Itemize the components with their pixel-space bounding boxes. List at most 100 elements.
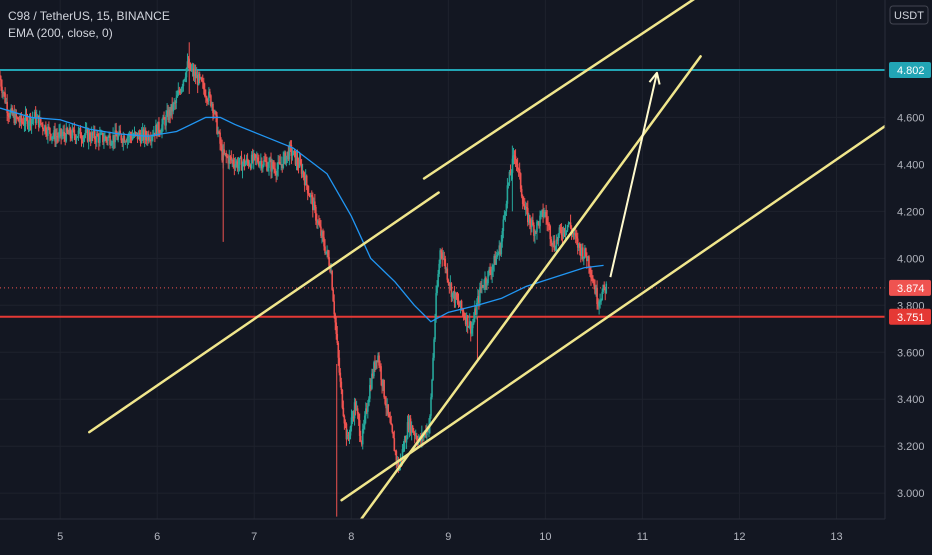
candle-body (138, 133, 141, 137)
candle-body (387, 404, 390, 414)
candle-body (469, 321, 472, 334)
candle-body (563, 228, 566, 234)
candle-body (284, 152, 287, 164)
candle-body (170, 104, 172, 116)
candle-body (298, 159, 301, 168)
candle-body (237, 164, 240, 169)
candle-body (182, 80, 185, 87)
candle-body (272, 161, 274, 168)
candle-body (603, 284, 606, 288)
candle-body (69, 128, 72, 137)
candle-body (228, 156, 231, 164)
candle-body (102, 132, 104, 143)
candle-body (531, 220, 533, 228)
candle-body (429, 415, 431, 426)
candle-body (172, 103, 175, 112)
candle-body (23, 124, 26, 126)
candle-body (217, 131, 219, 134)
symbol-title[interactable]: C98 / TetherUS, 15, BINANCE (8, 9, 170, 23)
candle-body (296, 156, 299, 165)
candle-body (64, 136, 67, 142)
candle-body (588, 256, 590, 268)
candle-body (256, 157, 259, 162)
candle-body (264, 160, 266, 162)
candle-body (413, 432, 416, 436)
candle-body (447, 279, 450, 283)
candle-body (560, 229, 563, 235)
candle-body (243, 159, 246, 166)
candle-body (218, 131, 220, 133)
candle-body (247, 161, 250, 166)
candle-body (441, 252, 444, 259)
candle-body (324, 246, 326, 254)
candle-body (410, 425, 413, 434)
currency-badge-label: USDT (894, 10, 924, 22)
candle-body (157, 121, 159, 137)
candle-body (312, 196, 314, 211)
candle-body (461, 309, 464, 312)
candle-body (277, 161, 279, 170)
candle-body (125, 141, 128, 143)
candle-body (45, 125, 47, 134)
candle-body (303, 176, 306, 186)
candle-body (70, 136, 73, 139)
candle-body (596, 287, 598, 305)
candle-body (549, 226, 552, 240)
candle-body (308, 194, 311, 198)
candle-body (5, 101, 7, 103)
candle-body (171, 104, 173, 112)
candle-body (37, 115, 40, 128)
candle-body (159, 132, 161, 134)
candle-body (465, 315, 468, 325)
candle-body (391, 425, 394, 433)
candle-body (573, 233, 576, 235)
candle-body (137, 133, 140, 140)
candle-body (289, 144, 292, 146)
candle-body (439, 250, 441, 264)
candle-body (515, 160, 518, 164)
candle-body (551, 242, 554, 246)
candle-body (114, 130, 116, 143)
candle-body (223, 149, 225, 154)
candle-body (291, 155, 294, 157)
candle-body (26, 116, 29, 127)
candle-body (107, 137, 109, 141)
candle-body (268, 161, 270, 168)
candle-body (459, 300, 462, 307)
candle-body (105, 136, 107, 139)
candle-body (73, 129, 76, 136)
candle-body (197, 73, 200, 86)
candle-body (233, 164, 236, 168)
candle-body (67, 132, 70, 135)
candle-body (550, 239, 553, 243)
x-tick-label: 7 (251, 531, 257, 543)
candle-body (334, 314, 337, 323)
candle-body (142, 129, 145, 141)
candle-body (166, 110, 168, 116)
candle-body (575, 236, 578, 239)
candle-body (31, 118, 34, 120)
candle-body (348, 435, 351, 437)
candle-body (261, 160, 263, 169)
candle-body (337, 342, 340, 358)
candle-body (181, 86, 184, 89)
candle-body (386, 404, 388, 409)
candle-body (302, 171, 305, 177)
candle-body (199, 77, 202, 79)
candle-body (62, 131, 64, 135)
currency-badge[interactable] (889, 5, 929, 25)
candle-body (35, 116, 38, 124)
candle-body (548, 223, 550, 227)
candle-body (252, 153, 255, 162)
candle-body (186, 61, 189, 69)
candle-body (379, 365, 381, 367)
indicator-title[interactable]: EMA (200, close, 0) (8, 26, 113, 40)
candle-body (499, 245, 502, 255)
candle-body (183, 79, 186, 81)
candle-body (504, 211, 507, 215)
candle-body (2, 92, 4, 94)
candle-body (585, 248, 587, 257)
candle-body (544, 212, 546, 214)
